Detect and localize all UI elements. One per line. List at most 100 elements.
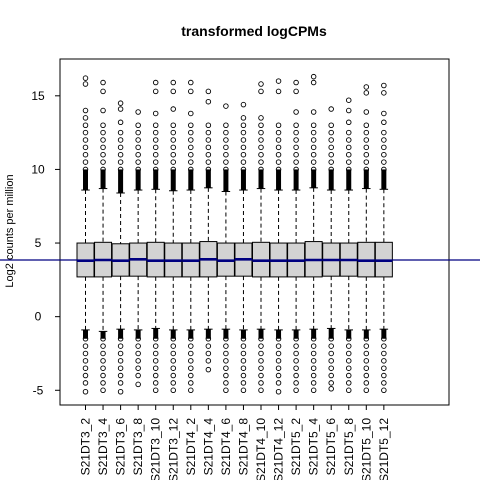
outlier-point	[223, 144, 229, 151]
outlier-point	[152, 350, 159, 357]
outlier-point	[328, 166, 334, 173]
outlier-point	[363, 151, 370, 158]
outlier-point	[152, 129, 159, 136]
outlier-band-high	[311, 169, 317, 188]
outlier-point	[82, 166, 89, 173]
outlier-point	[275, 129, 282, 136]
outlier-point	[363, 387, 370, 394]
box-S21DT4_4	[199, 88, 218, 373]
outlier-point	[258, 166, 264, 173]
outlier-point	[152, 122, 159, 129]
x-tick-label: S21DT5_8	[342, 418, 356, 476]
outlier-point	[346, 166, 352, 173]
outlier-point	[293, 358, 299, 364]
outlier-point	[100, 372, 106, 379]
outlier-point	[328, 106, 334, 112]
outlier-point	[293, 166, 299, 173]
outlier-point	[117, 100, 124, 106]
outlier-point	[223, 129, 229, 136]
outlier-point	[240, 335, 247, 342]
outlier-band-low	[223, 329, 229, 339]
outlier-point	[363, 137, 370, 143]
x-axis-labels: S21DT3_2 S21DT3_4 S21DT3_6 S21DT3_8 S21DT3_1…	[79, 405, 391, 480]
outlier-point	[117, 137, 124, 143]
outlier-point	[205, 137, 212, 143]
outlier-point	[152, 372, 159, 379]
outlier-point	[258, 358, 264, 364]
outlier-point	[205, 129, 212, 136]
box-S21DT3_6	[111, 100, 130, 395]
outlier-point	[117, 372, 124, 379]
outlier-band-low	[135, 329, 141, 339]
box-S21DT4_12	[269, 78, 288, 395]
outlier-point	[240, 343, 247, 349]
outlier-point	[258, 380, 264, 386]
outlier-point	[170, 129, 176, 136]
outlier-point	[310, 73, 317, 80]
box-S21DT5_12	[374, 82, 393, 394]
outlier-point	[170, 166, 176, 173]
outlier-point	[240, 137, 247, 143]
outlier-point	[258, 335, 264, 342]
outlier-band-low	[363, 329, 369, 339]
outlier-point	[170, 151, 176, 158]
outlier-point	[152, 387, 159, 394]
outlier-band-low	[205, 329, 211, 339]
outlier-point	[293, 350, 299, 357]
outlier-point	[258, 151, 264, 158]
outlier-band-low	[118, 329, 124, 339]
box-S21DT4_10	[252, 81, 270, 394]
outlier-point	[346, 144, 352, 151]
outlier-point	[82, 388, 89, 395]
outlier-point	[152, 159, 159, 165]
outlier-point	[293, 335, 299, 342]
box-S21DT3_10	[146, 79, 165, 394]
outlier-band-high	[381, 169, 387, 190]
outlier-point	[381, 358, 387, 364]
outlier-band-high	[135, 169, 141, 191]
outlier-point	[240, 166, 247, 173]
x-tick-label: S21DT4_2	[184, 418, 198, 476]
outlier-point	[205, 122, 212, 129]
outlier-point	[135, 381, 141, 388]
outlier-point	[188, 88, 194, 95]
outlier-point	[293, 144, 299, 151]
outlier-point	[328, 365, 334, 371]
outlier-point	[363, 159, 370, 165]
outlier-point	[100, 144, 106, 151]
y-tick-label: 5	[35, 236, 42, 250]
outlier-point	[328, 372, 334, 379]
outlier-point	[135, 137, 141, 143]
outlier-band-low	[293, 329, 299, 339]
outlier-point	[188, 387, 194, 394]
outlier-point	[275, 137, 282, 143]
outlier-point	[117, 159, 124, 165]
outlier-point	[100, 122, 106, 129]
outlier-point	[258, 115, 264, 121]
outlier-point	[170, 79, 176, 86]
outlier-point	[346, 387, 352, 394]
outlier-point	[100, 129, 106, 136]
outlier-point	[135, 122, 141, 129]
outlier-point	[381, 335, 387, 342]
outlier-point	[188, 144, 194, 151]
outlier-point	[258, 372, 264, 379]
box-S21DT3_4	[94, 79, 113, 394]
outlier-point	[135, 358, 141, 364]
outlier-point	[258, 122, 264, 129]
outlier-point	[100, 365, 106, 371]
outlier-point	[82, 144, 89, 151]
outlier-point	[135, 151, 141, 158]
outlier-point	[310, 129, 317, 136]
outlier-point	[275, 166, 282, 173]
outlier-point	[205, 358, 212, 364]
outlier-point	[293, 380, 299, 386]
outlier-point	[275, 151, 282, 158]
box-S21DT4_2	[181, 79, 200, 394]
outlier-point	[170, 343, 176, 349]
outlier-point	[258, 387, 264, 394]
outlier-point	[170, 350, 176, 357]
outlier-point	[240, 358, 247, 364]
outlier-point	[223, 151, 229, 158]
outlier-point	[170, 137, 176, 143]
